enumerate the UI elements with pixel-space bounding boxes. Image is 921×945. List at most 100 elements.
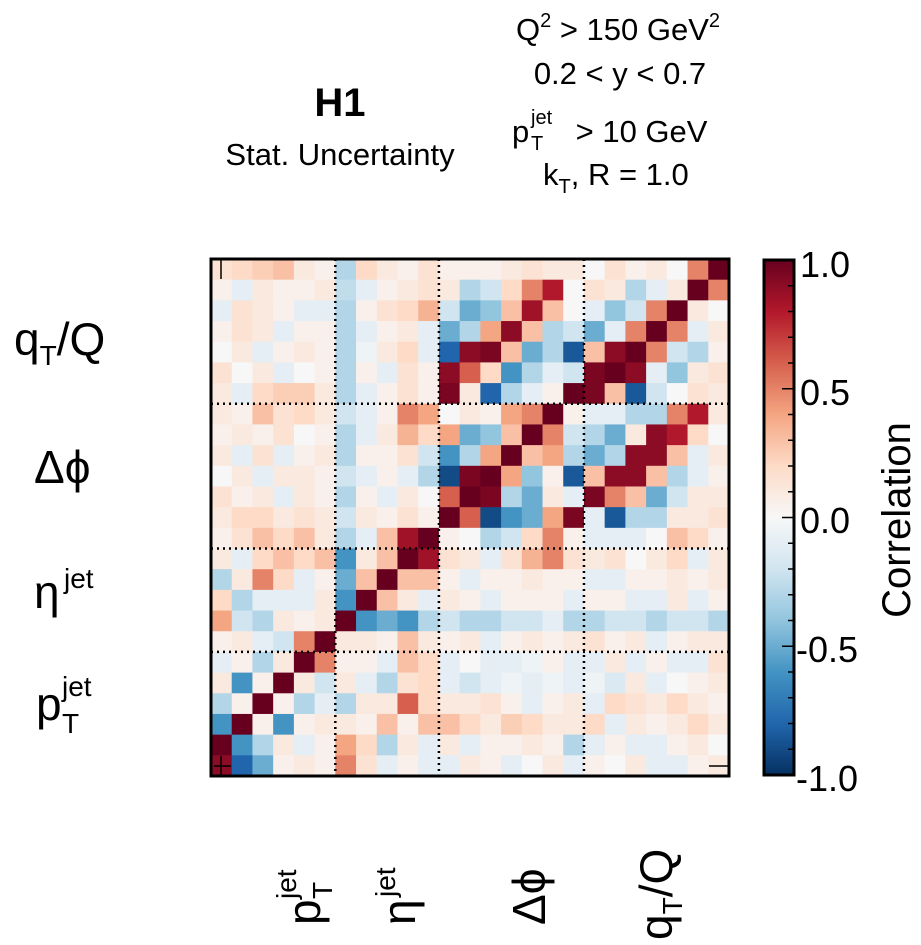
heatmap-cell — [211, 548, 233, 570]
heatmap-cell — [521, 589, 544, 612]
heatmap-cell — [231, 589, 254, 612]
heatmap-cell — [604, 341, 626, 363]
heatmap-cell — [666, 507, 689, 529]
heatmap-cell — [273, 734, 295, 756]
heatmap-cell — [438, 465, 461, 488]
heatmap-cell — [211, 321, 233, 343]
heatmap-cell — [211, 672, 233, 694]
heatmap-cell — [625, 424, 647, 446]
heatmap-cell — [687, 713, 709, 736]
heatmap-cell — [604, 321, 626, 343]
heatmap-cell — [708, 424, 730, 446]
heatmap-cell — [293, 486, 316, 508]
heatmap-cell — [273, 755, 295, 777]
heatmap-cell — [273, 569, 295, 591]
heatmap-cell — [625, 734, 647, 756]
heatmap-cell — [646, 486, 668, 508]
heatmap-cell — [397, 713, 419, 736]
heatmap-cell — [335, 527, 357, 550]
heatmap-cell — [335, 321, 357, 343]
heatmap-cell — [563, 589, 585, 612]
heatmap-cell — [376, 507, 399, 529]
heatmap-cell — [459, 589, 481, 612]
heatmap-cell — [708, 610, 730, 632]
heatmap-cell — [604, 259, 626, 281]
heatmap-cell — [521, 693, 544, 715]
heatmap-cell — [542, 362, 564, 384]
heatmap-cell — [418, 445, 440, 467]
heatmap-cell — [418, 548, 440, 570]
heatmap-cell — [459, 693, 481, 715]
heatmap-cell — [314, 651, 336, 674]
heatmap-cell — [314, 610, 336, 632]
heatmap-cell — [646, 321, 668, 343]
heatmap-cell — [583, 672, 606, 694]
heatmap-cell — [418, 383, 440, 405]
heatmap-cell — [252, 672, 274, 694]
heatmap-cell — [521, 713, 544, 736]
heatmap-cell — [356, 279, 378, 301]
heatmap-cell — [438, 445, 461, 467]
heatmap-cell — [563, 424, 585, 446]
heatmap-cell — [252, 486, 274, 508]
heatmap-cell — [211, 486, 233, 508]
heatmap-cell — [625, 713, 647, 736]
heatmap-cell — [293, 259, 316, 281]
heatmap-cell — [625, 300, 647, 322]
heatmap-cell — [646, 362, 668, 384]
heatmap-cell — [501, 424, 523, 446]
heatmap-cell — [418, 507, 440, 529]
heatmap-cell — [501, 279, 523, 301]
heatmap-cell — [563, 383, 585, 405]
heatmap-cell — [521, 403, 544, 426]
heatmap-cell — [231, 527, 254, 550]
heatmap-cell — [397, 507, 419, 529]
heatmap-cell — [397, 755, 419, 777]
heatmap-cell — [708, 259, 730, 281]
heatmap-cell — [314, 300, 336, 322]
heatmap-cell — [376, 424, 399, 446]
heatmap-cell — [625, 527, 647, 550]
heatmap-cell — [625, 279, 647, 301]
heatmap-cell — [376, 403, 399, 426]
heatmap-cell — [604, 507, 626, 529]
heatmap-cell — [480, 486, 502, 508]
heatmap-cell — [211, 651, 233, 674]
heatmap-cell — [231, 424, 254, 446]
heatmap-cell — [356, 651, 378, 674]
heatmap-cell — [646, 403, 668, 426]
heatmap-cell — [687, 341, 709, 363]
heatmap-cell — [397, 383, 419, 405]
heatmap-cell — [438, 548, 461, 570]
heatmap-cell — [438, 424, 461, 446]
heatmap-cell — [687, 383, 709, 405]
heatmap-cell — [646, 755, 668, 777]
heatmap-cell — [583, 589, 606, 612]
heatmap-cell — [501, 403, 523, 426]
heatmap-cell — [666, 610, 689, 632]
heatmap-cell — [231, 279, 254, 301]
heatmap-cell — [376, 548, 399, 570]
heatmap-cell — [480, 610, 502, 632]
heatmap-cell — [583, 713, 606, 736]
heatmap-cell — [376, 589, 399, 612]
heatmap-cell — [211, 341, 233, 363]
heatmap-cell — [397, 279, 419, 301]
heatmap-cell — [356, 713, 378, 736]
heatmap-cell — [583, 383, 606, 405]
heatmap-cell — [314, 341, 336, 363]
heatmap-cell — [480, 693, 502, 715]
heatmap-cell — [501, 259, 523, 281]
heatmap-cell — [708, 672, 730, 694]
heatmap-cell — [625, 631, 647, 653]
heatmap-cell — [211, 403, 233, 426]
heatmap-cell — [438, 734, 461, 756]
heatmap-cell — [480, 651, 502, 674]
heatmap-cell — [211, 734, 233, 756]
heatmap-cell — [335, 610, 357, 632]
heatmap-cell — [293, 610, 316, 632]
colorbar-tick-label: 1.0 — [800, 244, 850, 285]
heatmap-cell — [273, 300, 295, 322]
heatmap-cell — [501, 734, 523, 756]
heatmap-cell — [252, 548, 274, 570]
